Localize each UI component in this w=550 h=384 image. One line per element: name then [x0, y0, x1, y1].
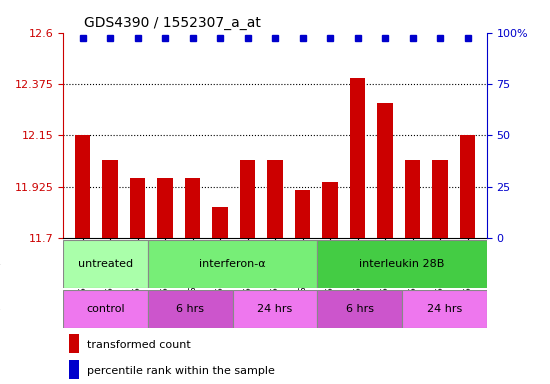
Bar [240, 161, 255, 238]
Bar [212, 207, 228, 238]
Text: 24 hrs: 24 hrs [257, 304, 293, 314]
Bar [460, 135, 475, 238]
Text: percentile rank within the sample: percentile rank within the sample [87, 366, 275, 376]
Text: transformed count: transformed count [87, 340, 191, 350]
Bar [317, 290, 402, 328]
Bar [130, 177, 145, 238]
Text: interleukin 28B: interleukin 28B [359, 259, 445, 269]
Text: untreated: untreated [78, 259, 133, 269]
Bar [148, 290, 233, 328]
Bar [157, 177, 173, 238]
Bar [63, 290, 148, 328]
Bar [267, 161, 283, 238]
Bar [432, 161, 448, 238]
Bar [317, 240, 487, 288]
Bar [69, 334, 79, 353]
Text: interferon-α: interferon-α [199, 259, 266, 269]
Bar [402, 290, 487, 328]
Text: GDS4390 / 1552307_a_at: GDS4390 / 1552307_a_at [85, 16, 261, 30]
Bar [63, 240, 148, 288]
Text: 6 hrs: 6 hrs [177, 304, 204, 314]
Text: 24 hrs: 24 hrs [427, 304, 462, 314]
Bar [233, 290, 317, 328]
Bar [148, 240, 317, 288]
Bar [75, 135, 90, 238]
Bar [69, 360, 79, 379]
Text: control: control [86, 304, 125, 314]
Bar [185, 177, 200, 238]
Bar [350, 78, 365, 238]
Bar [322, 182, 338, 238]
Bar [102, 161, 118, 238]
Text: 6 hrs: 6 hrs [346, 304, 373, 314]
Bar [295, 190, 310, 238]
Bar [377, 103, 393, 238]
Bar [405, 161, 420, 238]
